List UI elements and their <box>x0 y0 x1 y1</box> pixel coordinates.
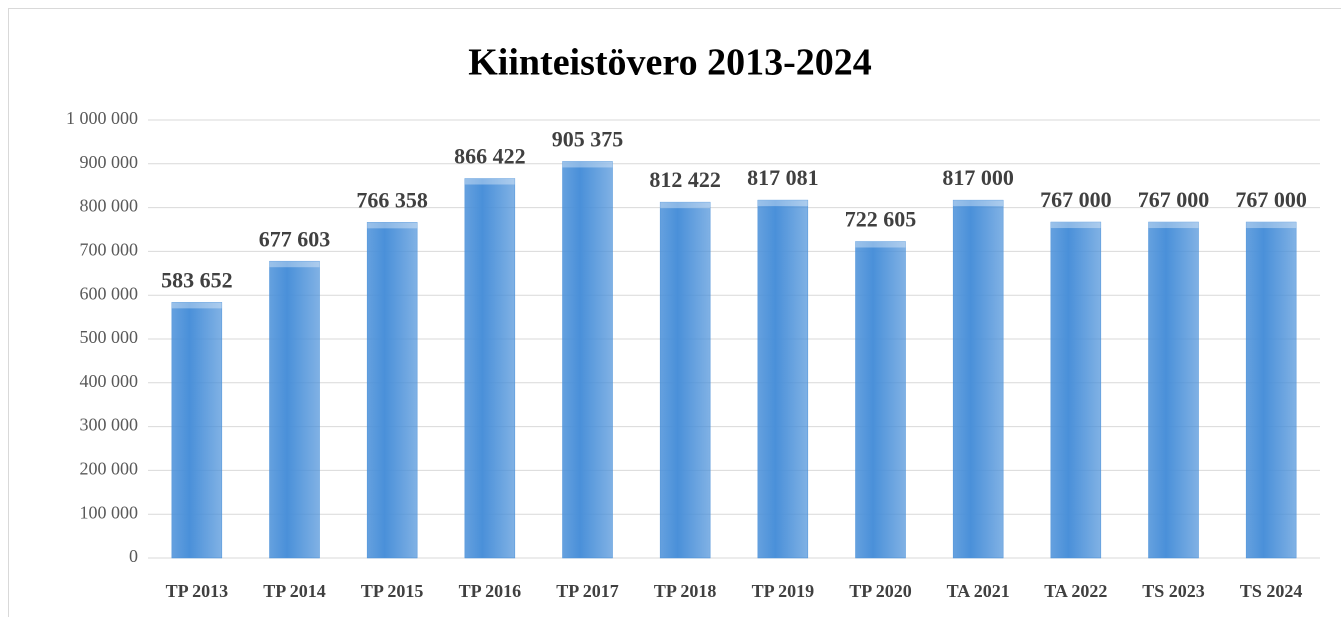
bar <box>171 302 223 559</box>
x-tick-label: TS 2023 <box>1142 581 1205 601</box>
value-label: 583 652 <box>161 267 233 292</box>
value-label: 866 422 <box>454 144 526 169</box>
bar-cap <box>855 241 906 248</box>
bar <box>464 178 516 559</box>
y-tick-label: 400 000 <box>80 371 139 391</box>
x-tick-label: TA 2022 <box>1044 581 1107 601</box>
bar-cap <box>757 200 808 207</box>
bar-cap <box>269 261 320 268</box>
y-tick-label: 300 000 <box>80 415 139 435</box>
x-tick-label: TP 2020 <box>849 581 912 601</box>
bar-cap <box>1246 222 1297 229</box>
value-label: 905 375 <box>552 126 624 151</box>
bar <box>1245 221 1297 559</box>
y-tick-label: 1 000 000 <box>66 108 138 128</box>
x-tick-label: TP 2013 <box>166 581 229 601</box>
bar-cap <box>171 302 222 309</box>
x-tick-label: TP 2014 <box>263 581 326 601</box>
bar-cap <box>1050 222 1101 229</box>
chart-title: Kiinteistövero 2013-2024 <box>468 42 872 84</box>
value-label: 767 000 <box>1138 187 1210 212</box>
x-tick-label: TA 2021 <box>947 581 1010 601</box>
value-label: 677 603 <box>259 226 331 251</box>
x-tick-label: TS 2024 <box>1240 581 1303 601</box>
value-label: 767 000 <box>1235 187 1307 212</box>
bar-cap <box>367 222 418 229</box>
y-tick-label: 500 000 <box>80 327 139 347</box>
x-tick-label: TP 2017 <box>556 581 619 601</box>
value-label: 817 081 <box>747 165 819 190</box>
bar <box>855 241 906 559</box>
y-tick-label: 100 000 <box>80 502 139 522</box>
bar <box>1148 221 1199 559</box>
value-label: 766 358 <box>356 187 428 212</box>
bar <box>269 260 320 559</box>
y-tick-label: 900 000 <box>80 152 139 172</box>
x-tick-label: TP 2019 <box>752 581 815 601</box>
bar-cap <box>660 202 711 209</box>
chart-frame <box>8 8 1341 617</box>
value-label: 722 605 <box>845 207 917 232</box>
value-label: 817 000 <box>942 165 1014 190</box>
bar <box>366 222 418 559</box>
value-label: 812 422 <box>649 167 721 192</box>
bar <box>757 199 809 559</box>
bar <box>1050 221 1102 559</box>
y-tick-label: 800 000 <box>80 196 139 216</box>
bar <box>659 201 711 559</box>
bar-cap <box>953 200 1004 207</box>
y-tick-label: 600 000 <box>80 283 139 303</box>
bar <box>952 199 1004 559</box>
x-tick-label: TP 2016 <box>459 581 522 601</box>
bar-cap <box>1148 222 1199 229</box>
value-label: 767 000 <box>1040 187 1112 212</box>
x-tick-label: TP 2015 <box>361 581 424 601</box>
bar-cap <box>464 178 515 185</box>
bar <box>562 161 613 559</box>
x-tick-label: TP 2018 <box>654 581 717 601</box>
y-tick-label: 0 <box>129 546 138 566</box>
y-tick-label: 700 000 <box>80 240 139 260</box>
bar-cap <box>562 161 613 168</box>
y-tick-label: 200 000 <box>80 459 139 479</box>
